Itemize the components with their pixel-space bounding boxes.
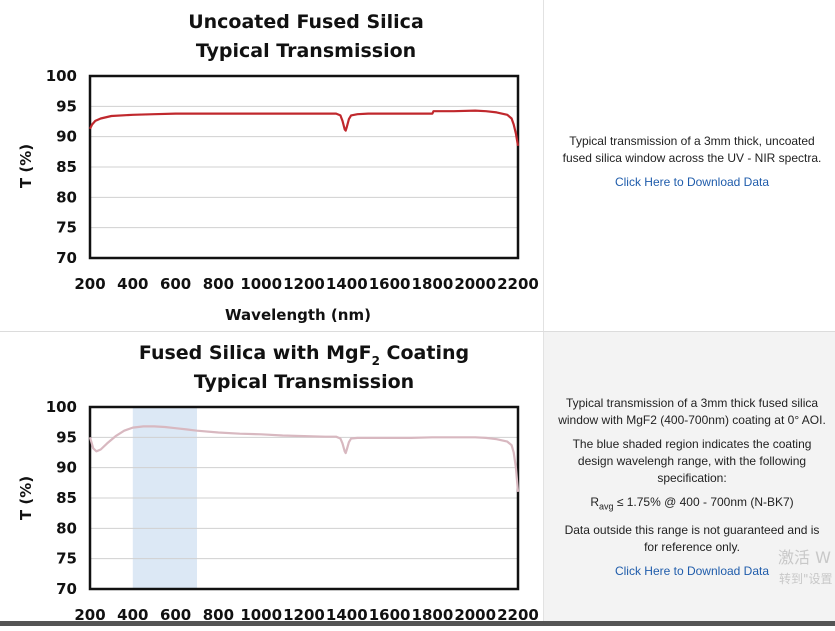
y-tick-label: 100 [46, 398, 77, 416]
x-tick-label: 1400 [326, 275, 368, 293]
download-data-link[interactable]: Click Here to Download Data [614, 564, 770, 579]
y-tick-label: 90 [56, 128, 77, 146]
y-axis-label: T (%) [17, 476, 35, 520]
chart-cell-uncoated: Uncoated Fused Silica Typical Transmissi… [0, 0, 543, 331]
chart-title-line1: Fused Silica with MgF2 Coating [139, 342, 469, 368]
description-text: Typical transmission of a 3mm thick, unc… [562, 134, 822, 165]
y-tick-label: 75 [56, 219, 77, 237]
x-tick-label: 1000 [240, 275, 282, 293]
watermark-line2: 转到"设置 [779, 572, 833, 586]
chart-cell-mgf2: Fused Silica with MgF2 Coating Typical T… [0, 331, 543, 626]
x-tick-label: 400 [117, 606, 148, 624]
x-tick-label: 600 [160, 275, 191, 293]
chart-row-uncoated: Uncoated Fused Silica Typical Transmissi… [0, 0, 835, 331]
description-text: Typical transmission of a 3mm thick fuse… [558, 396, 826, 427]
x-tick-label: 1200 [283, 275, 325, 293]
description-block: Typical transmission of a 3mm thick, unc… [557, 133, 827, 191]
bottom-scrollbar[interactable] [0, 621, 835, 626]
x-tick-label: 1800 [412, 606, 454, 624]
plot-frame [88, 74, 520, 260]
x-tick-label: 200 [74, 606, 105, 624]
x-axis-label: Wavelength (nm) [225, 306, 371, 324]
x-tick-label: 1400 [326, 606, 368, 624]
x-tick-label: 600 [160, 606, 191, 624]
x-tick-label: 1600 [369, 275, 411, 293]
description-cell-uncoated: Typical transmission of a 3mm thick, unc… [543, 0, 835, 331]
chart-uncoated: Uncoated Fused Silica Typical Transmissi… [17, 11, 539, 324]
x-tick-label: 1000 [240, 606, 282, 624]
y-tick-label: 85 [56, 158, 77, 176]
x-tick-label: 1200 [283, 606, 325, 624]
x-tick-label: 2200 [497, 275, 539, 293]
chart-title-line2: Typical Transmission [194, 371, 414, 393]
x-tick-label: 1800 [412, 275, 454, 293]
x-tick-label: 2000 [454, 275, 496, 293]
y-tick-label: 80 [56, 188, 77, 206]
column-divider [543, 0, 544, 626]
series-line [89, 109, 520, 146]
note-text: Data outside this range is not guarantee… [564, 523, 820, 555]
title-subscript: 2 [372, 354, 380, 368]
spec-prefix: R [590, 495, 599, 509]
y-tick-label: 100 [46, 67, 77, 85]
watermark-line1: 激活 W [778, 548, 831, 567]
y-tick-label: 80 [56, 519, 77, 537]
title-part-b: Coating [380, 342, 469, 364]
x-tick-label: 1600 [369, 606, 411, 624]
title-part-a: Fused Silica with MgF [139, 342, 372, 364]
y-tick-label: 95 [56, 428, 77, 446]
spec-rest: ≤ 1.75% @ 400 - 700nm (N-BK7) [613, 495, 794, 509]
chart-title-line2: Typical Transmission [196, 40, 416, 62]
description-block: Typical transmission of a 3mm thick fuse… [557, 395, 827, 580]
y-tick-label: 90 [56, 459, 77, 477]
row-divider [0, 331, 835, 332]
x-tick-label: 200 [74, 275, 105, 293]
description-cell-mgf2: Typical transmission of a 3mm thick fuse… [543, 331, 835, 626]
chart-mgf2: Fused Silica with MgF2 Coating Typical T… [17, 342, 539, 624]
x-tick-label: 2000 [454, 606, 496, 624]
chart-row-mgf2: Fused Silica with MgF2 Coating Typical T… [0, 331, 835, 626]
description-text-shaded: The blue shaded region indicates the coa… [572, 437, 812, 485]
x-tick-label: 800 [203, 275, 234, 293]
y-tick-label: 70 [56, 580, 77, 598]
y-tick-label: 75 [56, 550, 77, 568]
y-axis-label: T (%) [17, 144, 35, 188]
download-data-link[interactable]: Click Here to Download Data [614, 175, 770, 189]
y-tick-label: 85 [56, 489, 77, 507]
x-tick-label: 400 [117, 275, 148, 293]
x-tick-label: 2200 [497, 606, 539, 624]
spec-line: Ravg ≤ 1.75% @ 400 - 700nm (N-BK7) [557, 494, 827, 515]
chart-title-line1: Uncoated Fused Silica [188, 11, 424, 33]
plot-frame [88, 405, 520, 591]
y-tick-label: 95 [56, 97, 77, 115]
spec-subscript: avg [598, 501, 614, 512]
y-tick-label: 70 [56, 249, 77, 267]
x-tick-label: 800 [203, 606, 234, 624]
series-line [88, 425, 520, 492]
